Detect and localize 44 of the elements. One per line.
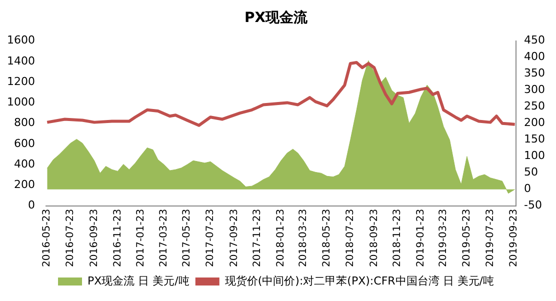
x-tick-label: 2019-01-23 <box>416 208 427 268</box>
chart-title: PX现金流 <box>244 9 309 26</box>
x-tick-label: 2017-11-23 <box>252 208 264 268</box>
x-tick-label: 2016-09-23 <box>88 208 100 268</box>
x-tick-label: 2018-03-23 <box>298 208 310 268</box>
x-tick-label: 2019-07-23 <box>484 208 496 268</box>
x-tick-label: 2017-05-23 <box>182 208 193 268</box>
y2-tick-label: 450 <box>524 34 546 47</box>
x-tick-label: 2016-07-23 <box>65 208 76 268</box>
x-tick-label: 2018-11-23 <box>392 208 404 268</box>
legend-label: 现货价(中间价):对二甲苯(PX):CFR中国台湾 日 美元/吨 <box>224 274 494 288</box>
x-tick-label: 2017-07-23 <box>205 208 216 268</box>
y2-tick-label: 250 <box>524 100 546 113</box>
y-tick-label: 1200 <box>6 74 35 88</box>
y-tick-label: 1000 <box>6 96 35 109</box>
y2-tick-label: -50 <box>524 198 542 212</box>
y2-tick-label: 150 <box>524 132 546 146</box>
y-tick-label: 200 <box>14 178 35 192</box>
legend-label: PX现金流 日 美元/吨 <box>88 274 190 288</box>
x-tick-label: 2019-09-23 <box>508 208 520 268</box>
y2-tick-label: 300 <box>524 83 546 96</box>
x-tick-label: 2016-11-23 <box>112 208 124 268</box>
y2-tick-label: 400 <box>524 50 546 64</box>
y-tick-label: 1600 <box>6 34 35 47</box>
y2-tick-label: 0 <box>524 182 532 196</box>
x-tick-label: 2019-05-23 <box>462 208 473 268</box>
y-tick-label: 1400 <box>6 54 35 68</box>
x-tick-label: 2018-09-23 <box>368 208 380 268</box>
y2-tick-label: 350 <box>524 66 546 80</box>
x-tick-label: 2017-09-23 <box>228 208 240 268</box>
x-tick-label: 2019-03-23 <box>438 208 450 268</box>
y2-tick-label: 200 <box>524 116 546 130</box>
x-tick-label: 2017-01-23 <box>136 208 147 268</box>
x-tick-label: 2017-03-23 <box>158 208 170 268</box>
x-tick-label: 2016-05-23 <box>42 208 53 268</box>
y-tick-label: 600 <box>14 136 35 150</box>
x-tick-label: 2018-01-23 <box>276 208 287 268</box>
x-tick-label: 2018-07-23 <box>344 208 356 268</box>
y-tick-label: 400 <box>14 157 35 170</box>
y2-tick-label: 50 <box>524 166 538 179</box>
y2-tick-label: 100 <box>524 149 546 162</box>
x-tick-label: 2018-05-23 <box>322 208 333 268</box>
y-tick-label: 800 <box>14 116 35 130</box>
y-tick-label: 0 <box>28 198 35 212</box>
